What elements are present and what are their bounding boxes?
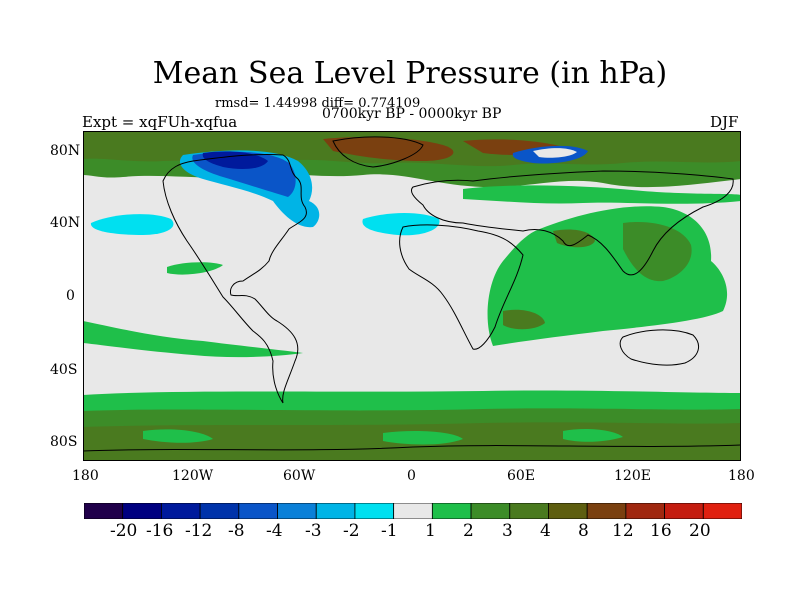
pacific-green-patch <box>167 262 223 275</box>
period-label: 0700kyr BP - 0000kyr BP <box>322 106 502 122</box>
mediterranean-cyan-patch <box>362 213 440 236</box>
colorbar-label: -20 <box>110 521 138 541</box>
colorbar <box>84 503 742 519</box>
colorbar-box <box>199 503 240 519</box>
colorbar-box <box>161 503 201 519</box>
colorbar-label: -8 <box>228 521 245 541</box>
colorbar-label: 3 <box>502 521 513 541</box>
colorbar-box <box>702 503 742 519</box>
y-tick-40n: 40N <box>50 215 81 231</box>
chart-title: Mean Sea Level Pressure (in hPa) <box>152 56 668 91</box>
colorbar-box <box>470 503 511 519</box>
colorbar-box <box>393 503 433 519</box>
asia-darkgreen-region <box>623 221 692 282</box>
x-tick-120e: 120E <box>614 468 651 484</box>
colorbar-label: -16 <box>146 521 174 541</box>
experiment-label: Expt = xqFUh-xqfua <box>82 113 238 131</box>
eurasia-green-band <box>463 185 741 204</box>
colorbar-box <box>315 503 356 519</box>
antarctic-green-patch-1 <box>143 429 213 443</box>
x-tick-120w: 120W <box>172 468 214 484</box>
y-tick-80n: 80N <box>50 143 81 159</box>
colorbar-label: 4 <box>540 521 551 541</box>
rmsd-diff-stats: rmsd= 1.44998 diff= 0.774109 <box>215 96 421 111</box>
x-tick-180w: 180 <box>72 468 99 484</box>
siberian-low-center <box>533 148 577 158</box>
y-tick-80s: 80S <box>50 434 78 450</box>
colorbar-label: -4 <box>266 521 283 541</box>
x-tick-180e: 180 <box>728 468 755 484</box>
colorbar-label: 12 <box>612 521 634 541</box>
antarctica-coastline <box>83 444 741 452</box>
colorbar-label: -2 <box>343 521 360 541</box>
antarctic-green-patch-3 <box>563 429 623 442</box>
colorbar-box <box>586 503 627 519</box>
y-tick-40s: 40S <box>50 362 78 378</box>
colorbar-label: 1 <box>425 521 436 541</box>
greenland-coastline <box>332 136 424 168</box>
colorbar-label: 16 <box>650 521 672 541</box>
colorbar-box <box>354 503 395 519</box>
colorbar-box <box>625 503 665 519</box>
colorbar-box <box>122 503 162 519</box>
colorbar-box <box>277 503 317 519</box>
africa-coastline <box>399 224 524 350</box>
colorbar-label: -1 <box>381 521 398 541</box>
map-frame <box>83 131 741 461</box>
greenland-brown-patch <box>323 137 454 161</box>
antarctic-green-patch-2 <box>383 431 463 445</box>
colorbar-label: -12 <box>185 521 213 541</box>
colorbar-box <box>509 503 549 519</box>
eurasia-coastline <box>410 170 734 276</box>
colorbar-box <box>431 503 472 519</box>
colorbar-label: 2 <box>463 521 474 541</box>
south-pacific-green-band <box>83 321 303 358</box>
north-pacific-cyan-patch <box>90 214 174 235</box>
y-tick-0: 0 <box>66 288 75 304</box>
season-label: DJF <box>710 113 739 131</box>
x-tick-0: 0 <box>407 468 416 484</box>
colorbar-box <box>664 503 704 519</box>
low-pressure-darkblue <box>202 151 268 169</box>
australia-coastline <box>619 329 700 366</box>
americas-coastline <box>162 153 307 404</box>
coastlines <box>83 136 741 452</box>
pressure-map <box>83 131 741 461</box>
indian-ocean-olive-patch <box>503 309 545 330</box>
colorbar-label: 20 <box>689 521 711 541</box>
colorbar-label: 8 <box>578 521 589 541</box>
x-tick-60w: 60W <box>283 468 316 484</box>
colorbar-label: -3 <box>305 521 322 541</box>
x-tick-60e: 60E <box>507 468 536 484</box>
colorbar-box <box>548 503 588 519</box>
colorbar-box <box>84 503 124 519</box>
colorbar-box <box>238 503 278 519</box>
